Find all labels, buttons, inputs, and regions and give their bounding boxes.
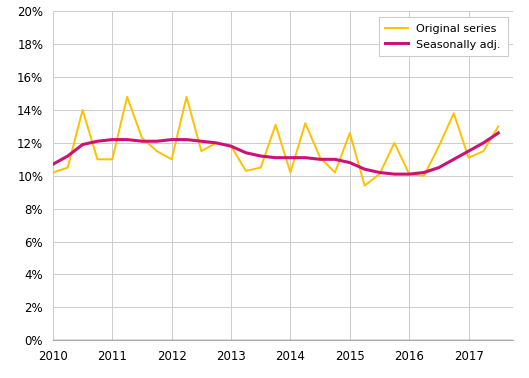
Original series <box>79 108 86 112</box>
Seasonally adj. <box>50 162 56 167</box>
Seasonally adj. <box>79 142 86 147</box>
Seasonally adj. <box>287 155 294 160</box>
Original series <box>466 155 472 160</box>
Seasonally adj. <box>332 157 338 162</box>
Seasonally adj. <box>94 139 101 144</box>
Seasonally adj. <box>346 160 353 165</box>
Seasonally adj. <box>406 172 413 177</box>
Seasonally adj. <box>124 137 130 142</box>
Seasonally adj. <box>109 137 115 142</box>
Seasonally adj. <box>480 141 487 145</box>
Seasonally adj. <box>376 170 382 175</box>
Legend: Original series, Seasonally adj.: Original series, Seasonally adj. <box>379 17 507 56</box>
Seasonally adj. <box>169 137 175 142</box>
Original series <box>346 131 353 135</box>
Original series <box>109 157 115 162</box>
Original series <box>495 124 501 129</box>
Original series <box>436 144 442 149</box>
Original series <box>153 149 160 153</box>
Original series <box>213 141 220 145</box>
Seasonally adj. <box>184 137 190 142</box>
Original series <box>184 94 190 99</box>
Original series <box>124 94 130 99</box>
Seasonally adj. <box>317 157 323 162</box>
Seasonally adj. <box>495 131 501 135</box>
Seasonally adj. <box>391 172 397 177</box>
Original series <box>169 157 175 162</box>
Seasonally adj. <box>466 149 472 153</box>
Seasonally adj. <box>436 165 442 170</box>
Seasonally adj. <box>258 154 264 158</box>
Seasonally adj. <box>213 141 220 145</box>
Original series <box>451 111 457 116</box>
Seasonally adj. <box>243 150 249 155</box>
Original series <box>258 165 264 170</box>
Original series <box>391 141 397 145</box>
Original series <box>65 165 71 170</box>
Original series <box>287 170 294 175</box>
Seasonally adj. <box>361 167 368 172</box>
Original series <box>406 172 413 177</box>
Line: Original series: Original series <box>53 97 498 186</box>
Seasonally adj. <box>198 139 205 144</box>
Original series <box>94 157 101 162</box>
Original series <box>50 170 56 175</box>
Seasonally adj. <box>153 139 160 144</box>
Original series <box>139 136 145 140</box>
Seasonally adj. <box>228 144 234 149</box>
Original series <box>317 155 323 160</box>
Seasonally adj. <box>272 155 279 160</box>
Original series <box>421 174 427 178</box>
Seasonally adj. <box>139 139 145 144</box>
Original series <box>302 121 308 125</box>
Seasonally adj. <box>451 157 457 162</box>
Seasonally adj. <box>421 170 427 175</box>
Original series <box>243 169 249 173</box>
Original series <box>228 144 234 149</box>
Original series <box>198 149 205 153</box>
Original series <box>480 149 487 153</box>
Line: Seasonally adj.: Seasonally adj. <box>53 133 498 174</box>
Original series <box>361 183 368 188</box>
Seasonally adj. <box>65 154 71 158</box>
Original series <box>376 172 382 177</box>
Original series <box>332 170 338 175</box>
Original series <box>272 122 279 127</box>
Seasonally adj. <box>302 155 308 160</box>
